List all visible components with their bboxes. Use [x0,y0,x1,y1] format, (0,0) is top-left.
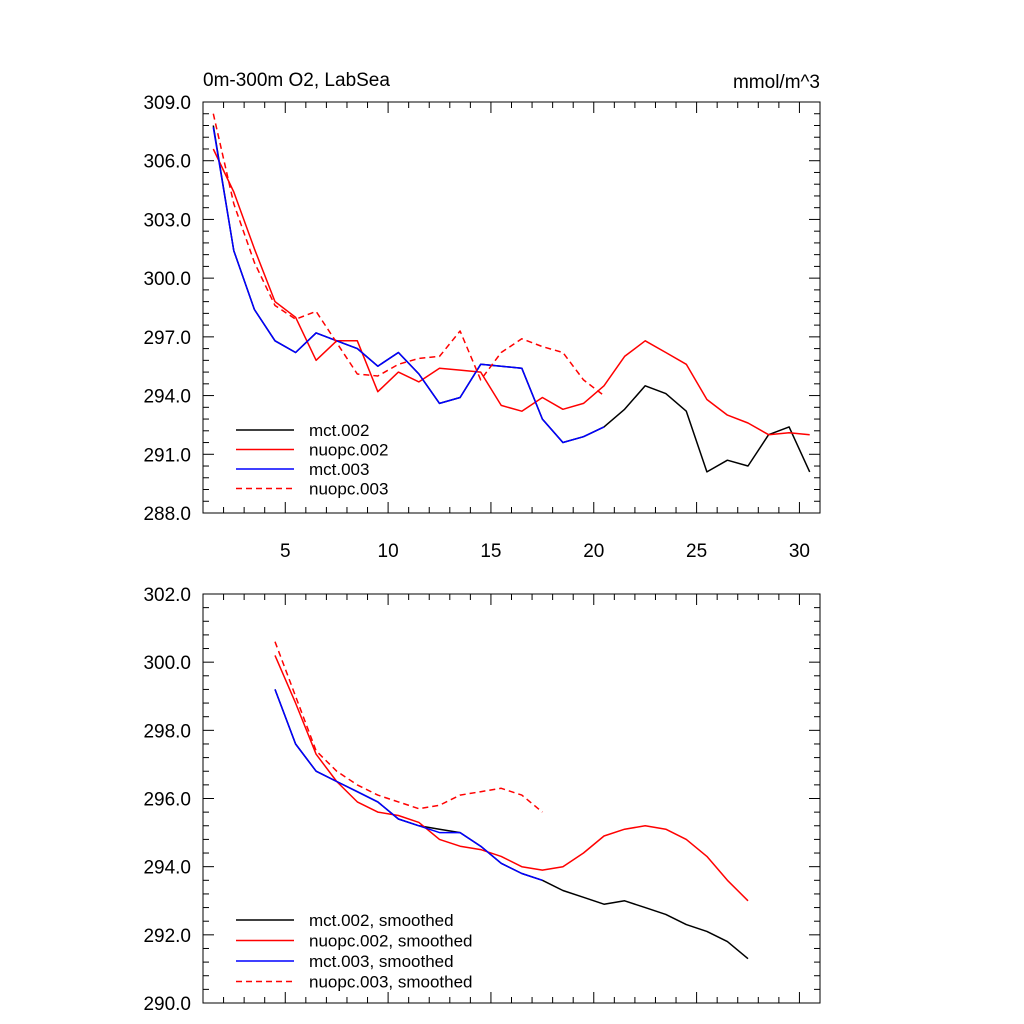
bottom-legend-label: nuopc.002, smoothed [309,932,473,951]
bottom-y-tick-label: 298.0 [143,721,191,742]
top-y-tick-label: 303.0 [143,210,191,231]
top-y-tick-label: 288.0 [143,504,191,525]
top-chart-title: 0m-300m O2, LabSea [203,70,390,91]
bottom-y-tick-label: 300.0 [143,653,191,674]
top-y-tick-label: 309.0 [143,93,191,114]
top-x-tick-label: 30 [789,541,810,562]
top-x-tick-label: 20 [583,541,604,562]
bottom-legend-label: mct.002, smoothed [309,911,454,930]
top-series-line-nuopc-003 [212,113,605,397]
top-x-tick-label: 10 [378,541,399,562]
top-chart: 0m-300m O2, LabSea mmol/m^3 288.0 291.0 29… [143,70,821,562]
bottom-series-line-mct-003-smoothed [274,689,543,882]
bottom-y-tick-label: 290.0 [143,994,191,1015]
top-chart-units: mmol/m^3 [733,72,820,93]
top-legend-label: nuopc.003 [309,480,388,499]
bottom-y-tick-label: 294.0 [143,858,191,879]
top-series-line-mct-002 [212,125,811,473]
top-legend-label: mct.002 [309,421,369,440]
bottom-y-tick-label: 292.0 [143,926,191,947]
bottom-chart: 290.0 292.0 294.0 296.0 298.0 300.0 302.0 mct.… [143,585,821,1015]
top-legend-label: mct.003 [309,460,369,479]
top-x-tick-label: 15 [480,541,501,562]
bottom-series-line-nuopc-003-smoothed [274,641,543,813]
top-y-tick-label: 294.0 [143,387,191,408]
top-y-tick-label: 300.0 [143,269,191,290]
top-y-tick-label: 291.0 [143,445,191,466]
bottom-series-line-nuopc-002-smoothed [274,655,749,902]
top-y-tick-label: 306.0 [143,152,191,173]
bottom-legend-label: nuopc.003, smoothed [309,973,473,992]
top-y-tick-label: 297.0 [143,328,191,349]
top-series-line-nuopc-002 [212,148,810,436]
top-x-tick-label: 25 [686,541,707,562]
top-legend-label: nuopc.002 [309,441,388,460]
top-series-line-mct-003 [212,127,605,444]
top-x-tick-label: 5 [280,541,291,562]
bottom-legend-label: mct.003, smoothed [309,952,454,971]
top-plot-frame [202,101,821,514]
bottom-y-tick-label: 296.0 [143,790,191,811]
bottom-y-tick-label: 302.0 [143,585,191,606]
